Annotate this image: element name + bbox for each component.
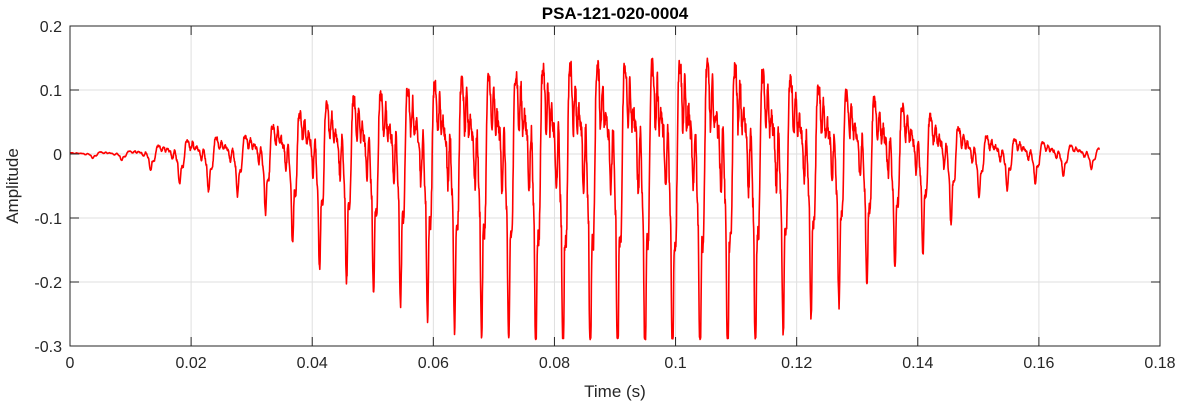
x-tick-label: 0.16 xyxy=(1023,355,1054,372)
x-tick-label: 0.18 xyxy=(1144,355,1175,372)
y-tick-label: -0.2 xyxy=(34,275,62,292)
y-tick-label: 0.2 xyxy=(40,19,62,36)
x-tick-label: 0.02 xyxy=(176,355,207,372)
y-tick-label: -0.3 xyxy=(34,339,62,356)
y-tick-label: -0.1 xyxy=(34,211,62,228)
y-tick-label: 0.1 xyxy=(40,83,62,100)
x-tick-label: 0.1 xyxy=(664,355,686,372)
chart-title: PSA-121-020-0004 xyxy=(542,4,689,23)
x-axis-label: Time (s) xyxy=(584,382,646,401)
x-tick-label: 0.06 xyxy=(418,355,449,372)
x-tick-label: 0.14 xyxy=(902,355,933,372)
x-tick-label: 0.12 xyxy=(781,355,812,372)
x-tick-label: 0 xyxy=(66,355,75,372)
y-tick-label: 0 xyxy=(53,147,62,164)
x-tick-label: 0.04 xyxy=(297,355,328,372)
x-tick-label: 0.08 xyxy=(539,355,570,372)
y-axis-label: Amplitude xyxy=(3,148,22,224)
